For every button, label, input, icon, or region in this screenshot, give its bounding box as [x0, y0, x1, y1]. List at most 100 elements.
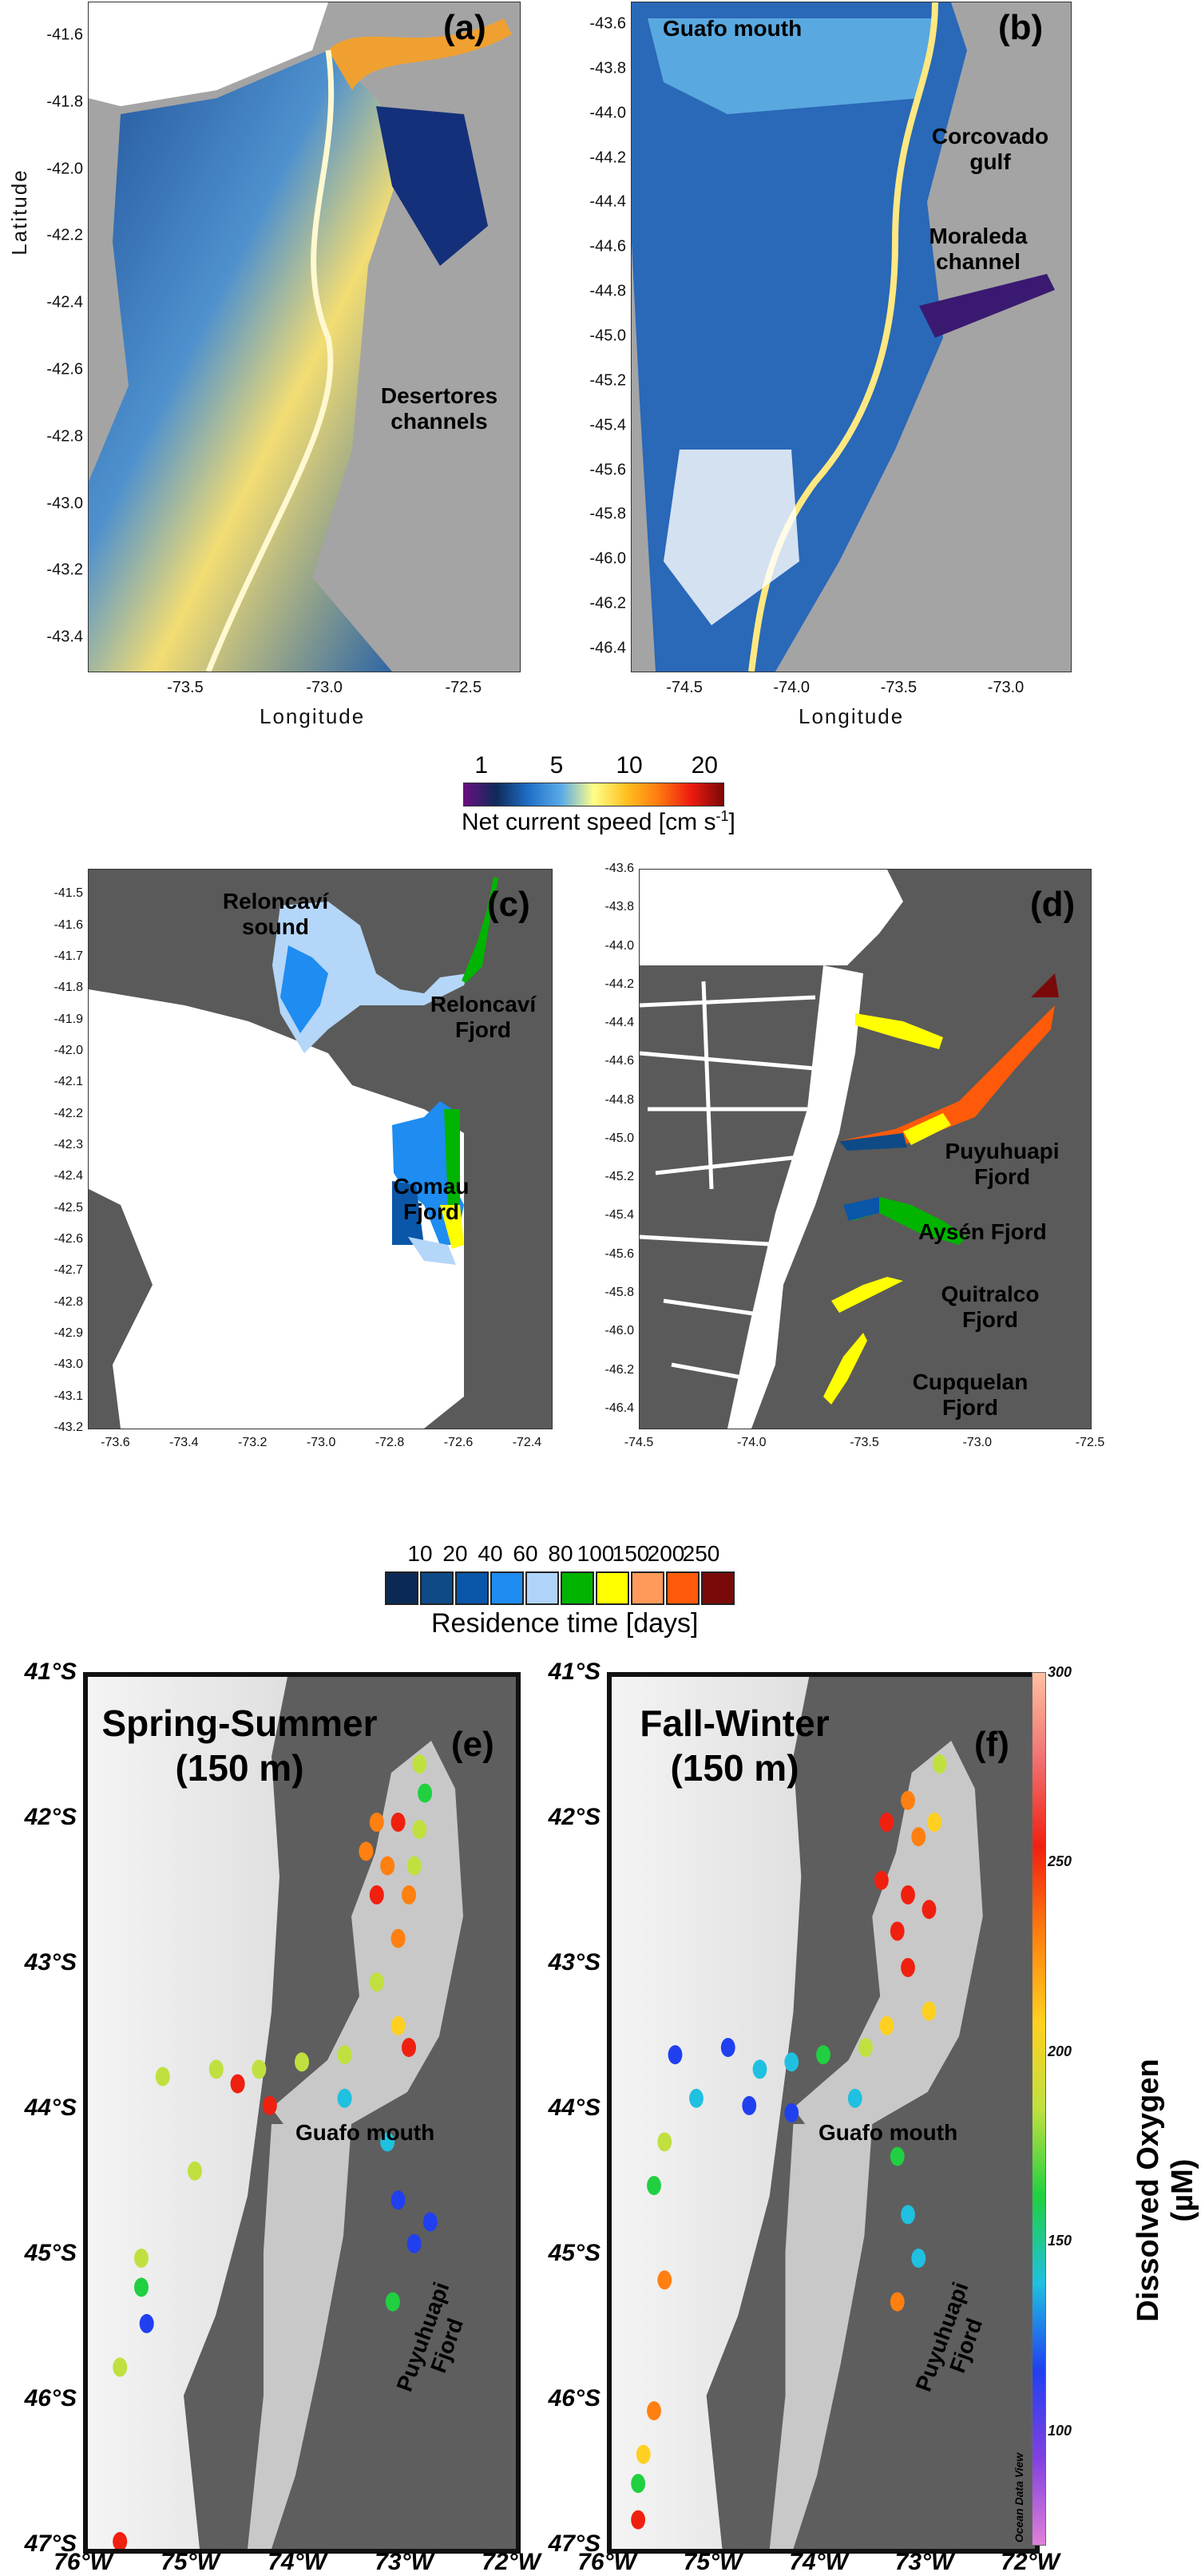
station-dot: [647, 2176, 661, 2195]
aysen-mouth: [843, 1197, 879, 1221]
y-tick-label: -43.6: [589, 14, 626, 33]
y-tick-label: -46.2: [589, 594, 626, 612]
reloncavi-sound: [272, 902, 468, 1053]
station-dot: [911, 1827, 926, 1847]
residence-tick-label: 250: [682, 1541, 720, 1566]
annotation-desertores: Desertores channels: [380, 383, 498, 434]
lon-tick-label: 75°W: [683, 2549, 743, 2575]
lon-tick-label: 73°W: [375, 2549, 434, 2575]
inner-sea: [89, 989, 464, 1429]
speed-tick-label: 20: [691, 752, 718, 779]
station-dot: [134, 2277, 149, 2297]
southern-lightblue: [408, 1237, 456, 1265]
y-tick-label: -42.3: [54, 1138, 83, 1152]
panel-label-c: (c): [487, 885, 530, 924]
y-tick-label: -45.0: [589, 327, 626, 345]
annotation-guafo-f: Guafo mouth: [819, 2120, 958, 2145]
panel-label-e: (e): [451, 1725, 494, 1764]
station-dot: [422, 2212, 438, 2232]
station-dot: [901, 2205, 915, 2225]
annotation-aysen: Aysén Fjord: [918, 1219, 1047, 1244]
y-tick-label: -45.2: [589, 371, 626, 390]
x-tick-label: -73.2: [237, 1436, 268, 1449]
lat-tick-label: 42°S: [548, 1804, 600, 1830]
oxygen-tick-label: 100: [1048, 2422, 1072, 2439]
y-tick-label: -42.4: [46, 293, 83, 311]
y-tick-label: -41.7: [54, 949, 83, 964]
panel-a-xlabel: Longitude: [260, 704, 366, 728]
station-dot: [657, 2132, 672, 2152]
x-tick-label: -73.0: [306, 1436, 336, 1449]
y-tick-label: -45.6: [589, 461, 626, 479]
residence-tick-label: 40: [478, 1541, 503, 1566]
station-dot: [295, 2052, 309, 2072]
lat-tick-label: 45°S: [24, 2240, 77, 2266]
residence-tick-label: 150: [612, 1541, 650, 1566]
residence-swatch: [666, 1571, 700, 1605]
lat-tick-label: 43°S: [24, 1949, 77, 1976]
residence-swatch: [701, 1571, 735, 1605]
x-tick-label: -73.6: [101, 1436, 130, 1449]
x-tick-label: -74.0: [737, 1436, 767, 1449]
station-dot: [412, 1754, 427, 1774]
panel-b-map: [631, 2, 1072, 672]
speed-colorbar: [463, 783, 724, 806]
y-tick-label: -43.8: [604, 900, 634, 914]
x-tick-label: -73.0: [962, 1436, 992, 1449]
y-tick-label: -46.0: [604, 1324, 634, 1338]
station-dot: [406, 1856, 422, 1876]
residence-tick-label: 20: [442, 1541, 468, 1566]
moraleda-channel: [769, 2124, 873, 2549]
y-tick-label: -42.7: [54, 1263, 83, 1278]
y-tick-label: -42.6: [46, 360, 83, 378]
station-dot: [134, 2249, 149, 2268]
station-dot: [816, 2045, 830, 2065]
ocean-data-view-watermark: Ocean Data View: [1013, 2452, 1026, 2543]
station-dot: [720, 2038, 735, 2058]
y-tick-label: -42.8: [46, 427, 83, 446]
y-tick-label: -44.2: [589, 149, 626, 167]
station-dot: [636, 2444, 651, 2464]
station-dot: [631, 2474, 646, 2494]
lat-tick-label: 42°S: [24, 1804, 77, 1830]
station-dot: [784, 2103, 799, 2122]
panel-f-title: Fall-Winter (150 m): [640, 1702, 830, 1789]
station-dot: [879, 1813, 894, 1832]
y-tick-label: -44.0: [604, 938, 634, 953]
y-tick-label: -45.4: [604, 1208, 634, 1223]
speed-tick-label: 5: [549, 752, 564, 779]
y-tick-label: -42.2: [54, 1106, 83, 1120]
lat-tick-label: 47°S: [24, 2530, 77, 2557]
y-tick-label: -46.0: [589, 549, 626, 568]
y-tick-label: -42.0: [54, 1044, 83, 1058]
northern-fjord-end: [1031, 973, 1059, 997]
station-dot: [901, 1790, 915, 1810]
y-tick-label: -44.4: [589, 192, 626, 211]
station-dot: [359, 1841, 374, 1861]
x-tick-label: -73.0: [987, 679, 1025, 696]
x-tick-label: -73.4: [169, 1436, 199, 1449]
inner-sea: [272, 1741, 463, 2140]
y-tick-label: -42.6: [54, 1232, 83, 1246]
station-dot: [784, 2052, 799, 2072]
annotation-cupquelan: Cupquelan Fjord: [912, 1369, 1029, 1420]
lat-tick-label: 46°S: [24, 2385, 77, 2412]
station-dot: [402, 1885, 416, 1904]
oxygen-tick-label: 200: [1048, 2043, 1072, 2059]
station-dot: [337, 2045, 352, 2065]
station-dot: [922, 1900, 937, 1920]
water-region: [89, 50, 408, 672]
x-tick-label: -73.5: [850, 1436, 879, 1449]
x-tick-label: -72.5: [445, 679, 482, 696]
y-tick-label: -46.4: [604, 1401, 634, 1415]
station-dot: [208, 2059, 224, 2079]
lat-tick-label: 44°S: [24, 2094, 77, 2121]
x-tick-label: -74.5: [666, 679, 703, 696]
lat-tick-label: 46°S: [548, 2385, 600, 2412]
x-tick-label: -72.5: [1075, 1436, 1105, 1449]
station-dot: [155, 2067, 170, 2087]
station-dot: [890, 2292, 905, 2312]
speed-tick-label: 1: [474, 752, 489, 779]
y-tick-label: -44.8: [589, 282, 626, 300]
residence-swatch: [561, 1571, 594, 1605]
